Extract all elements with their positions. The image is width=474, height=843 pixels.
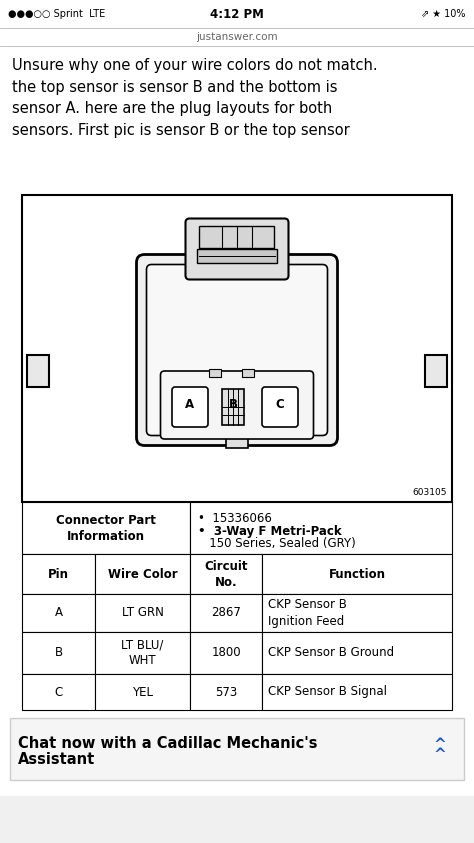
Bar (209, 369, 221, 377)
Bar (95, 594, 190, 632)
FancyBboxPatch shape (185, 218, 289, 280)
Bar (200, 225, 274, 248)
Bar (190, 674, 262, 710)
Text: Connector Part
Information: Connector Part Information (56, 513, 156, 543)
Bar (95, 554, 190, 594)
Text: Pin: Pin (48, 567, 69, 581)
Bar (22, 195, 452, 502)
Bar (425, 355, 447, 387)
Text: 4:12 PM: 4:12 PM (210, 8, 264, 20)
Bar (262, 594, 452, 632)
Bar (22, 632, 95, 674)
Bar (27, 355, 49, 387)
Bar (95, 632, 190, 674)
Text: B: B (55, 647, 63, 659)
Bar (0, 0, 474, 28)
Bar (10, 718, 464, 780)
Bar (22, 594, 95, 632)
Text: CKP Sensor B
Ignition Feed: CKP Sensor B Ignition Feed (268, 599, 347, 627)
Text: Circuit
No.: Circuit No. (204, 560, 248, 588)
Bar (226, 433, 248, 448)
Text: 2867: 2867 (211, 606, 241, 620)
FancyBboxPatch shape (161, 371, 313, 439)
Bar (95, 674, 190, 710)
Text: Chat now with a Cadillac Mechanic's: Chat now with a Cadillac Mechanic's (18, 735, 318, 750)
Bar (197, 249, 277, 262)
Text: C: C (275, 399, 284, 411)
Bar (22, 502, 190, 554)
Text: 603105: 603105 (412, 488, 447, 497)
Text: CKP Sensor B Ground: CKP Sensor B Ground (268, 647, 394, 659)
Text: CKP Sensor B Signal: CKP Sensor B Signal (268, 685, 387, 699)
Text: ^: ^ (434, 748, 447, 763)
FancyBboxPatch shape (262, 387, 298, 427)
Text: LT BLU/
WHT: LT BLU/ WHT (121, 638, 164, 668)
Bar (22, 554, 95, 594)
Text: YEL: YEL (132, 685, 153, 699)
Bar (242, 369, 254, 377)
Text: •  3-Way F Metri-Pack: • 3-Way F Metri-Pack (198, 524, 342, 538)
Text: 573: 573 (215, 685, 237, 699)
Text: 1800: 1800 (211, 647, 241, 659)
Bar (0, 46, 474, 796)
Text: C: C (55, 685, 63, 699)
Bar (190, 502, 452, 554)
Bar (190, 594, 262, 632)
FancyBboxPatch shape (137, 255, 337, 445)
Bar (190, 632, 262, 674)
Text: Wire Color: Wire Color (108, 567, 177, 581)
Bar (0, 28, 474, 46)
Text: A: A (185, 399, 194, 411)
Bar (222, 389, 244, 425)
Bar (262, 632, 452, 674)
Text: •  15336066: • 15336066 (198, 512, 272, 524)
Text: justanswer.com: justanswer.com (196, 32, 278, 42)
Text: Assistant: Assistant (18, 751, 95, 766)
FancyBboxPatch shape (172, 387, 208, 427)
Bar (190, 554, 262, 594)
Text: ●●●○○ Sprint  LTE: ●●●○○ Sprint LTE (8, 9, 105, 19)
Text: B: B (228, 399, 237, 411)
Bar (262, 554, 452, 594)
FancyBboxPatch shape (146, 265, 328, 436)
Text: Unsure why one of your wire colors do not match.
the top sensor is sensor B and : Unsure why one of your wire colors do no… (12, 58, 378, 137)
Bar (262, 674, 452, 710)
Bar (22, 674, 95, 710)
Text: A: A (55, 606, 63, 620)
Text: 150 Series, Sealed (GRY): 150 Series, Sealed (GRY) (198, 536, 356, 550)
Text: ⇗ ★ 10%: ⇗ ★ 10% (421, 9, 466, 19)
Text: Function: Function (328, 567, 385, 581)
Text: ^: ^ (434, 738, 447, 753)
Text: LT GRN: LT GRN (121, 606, 164, 620)
